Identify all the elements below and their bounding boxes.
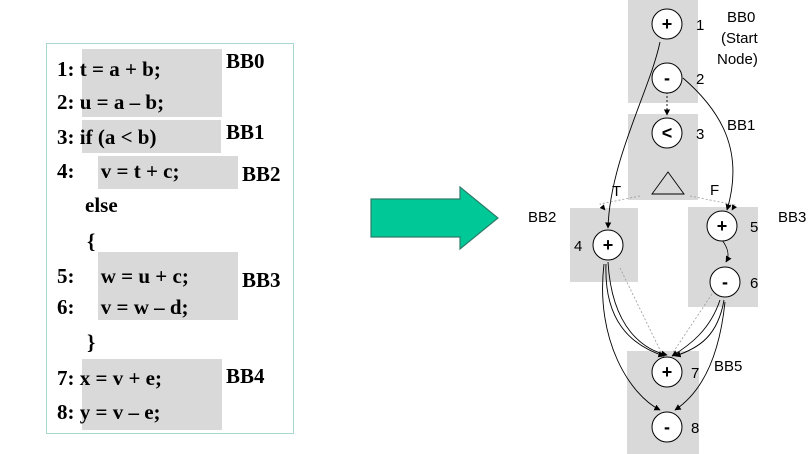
node-5-num: 5 [750,219,758,236]
code-bb0-label: BB0 [226,49,265,73]
node-4: + [592,229,624,261]
transform-arrow-icon [370,185,499,251]
code-line-3: 3: if (a < b) [57,125,157,149]
edge-2-5 [682,77,734,211]
node-4-op: + [603,235,614,255]
edge-1-4 [605,41,661,229]
node-5: + [706,210,738,242]
edge-6-8 [674,301,726,411]
code-line-2: 2: u = a – b; [57,90,165,114]
node-2: - [651,62,683,94]
branch-triangle-icon [651,171,685,195]
graph-bb2-label: BB2 [528,209,556,226]
graph-bb3-label: BB3 [778,209,806,226]
code-bb4-label: BB4 [226,364,265,388]
node-7: + [651,356,683,388]
code-line-else: else [85,193,118,217]
graph-bb0-label: BB0 [727,9,755,26]
node-7-op: + [662,362,673,382]
node-8-num: 8 [691,420,699,437]
graph-bb1-label: BB1 [727,117,755,134]
code-line-4: 4: v = t + c; [57,159,180,183]
edge-6-7-a [671,299,721,357]
branch-true-label: T [612,183,621,200]
code-line-close-brace: } [87,330,96,354]
node-2-num: 2 [696,71,704,88]
node-4-num: 4 [574,238,582,255]
node-6: - [709,266,741,298]
bb4-code-shade [82,359,222,430]
node-5-op: + [717,216,728,236]
node-1-num: 1 [696,17,704,34]
node-8: - [651,411,683,443]
edge-6-7-dotted [671,293,713,355]
edge-5-6 [721,239,732,263]
edge-6-7-b [674,299,725,358]
code-line-open-brace: { [87,229,96,253]
edge-4-8 [602,263,661,411]
bb0-code-shade [82,49,222,117]
branch-false-label: F [710,182,719,199]
bb1-code-shade [82,120,221,153]
code-bb3-label: BB3 [242,268,281,292]
graph-bb5-label: BB5 [714,358,742,375]
node-6-num: 6 [750,275,758,292]
code-line-1: 1: t = a + b; [57,57,161,81]
node-2-op: - [664,68,670,88]
node-8-op: - [664,417,670,437]
node-6-op: - [722,272,728,292]
graph-bb0-sub2: Node) [717,51,758,68]
edge-3-branch-t [599,195,641,211]
bb3-code-shade [98,252,238,320]
bb2-code-shade [98,156,238,189]
code-line-6: 6: v = w – d; [57,295,189,319]
code-panel: 1: t = a + b; 2: u = a – b; 3: if (a < b… [46,43,294,434]
code-line-7: 7: x = v + e; [57,366,162,390]
node-3: < [651,117,683,149]
code-bb2-label: BB2 [242,162,281,186]
node-1: + [651,8,683,40]
code-line-8: 8: y = v – e; [57,400,161,424]
node-7-num: 7 [691,365,699,382]
code-bb1-label: BB1 [226,120,265,144]
edge-3-branch-f [689,195,737,211]
graph-bb0-sub1: (Start [721,30,759,47]
node-1-op: + [662,14,673,34]
node-3-op: < [662,123,673,143]
code-line-5: 5: w = u + c; [57,264,189,288]
node-3-num: 3 [696,126,704,143]
edge-4-7-b [605,263,665,358]
